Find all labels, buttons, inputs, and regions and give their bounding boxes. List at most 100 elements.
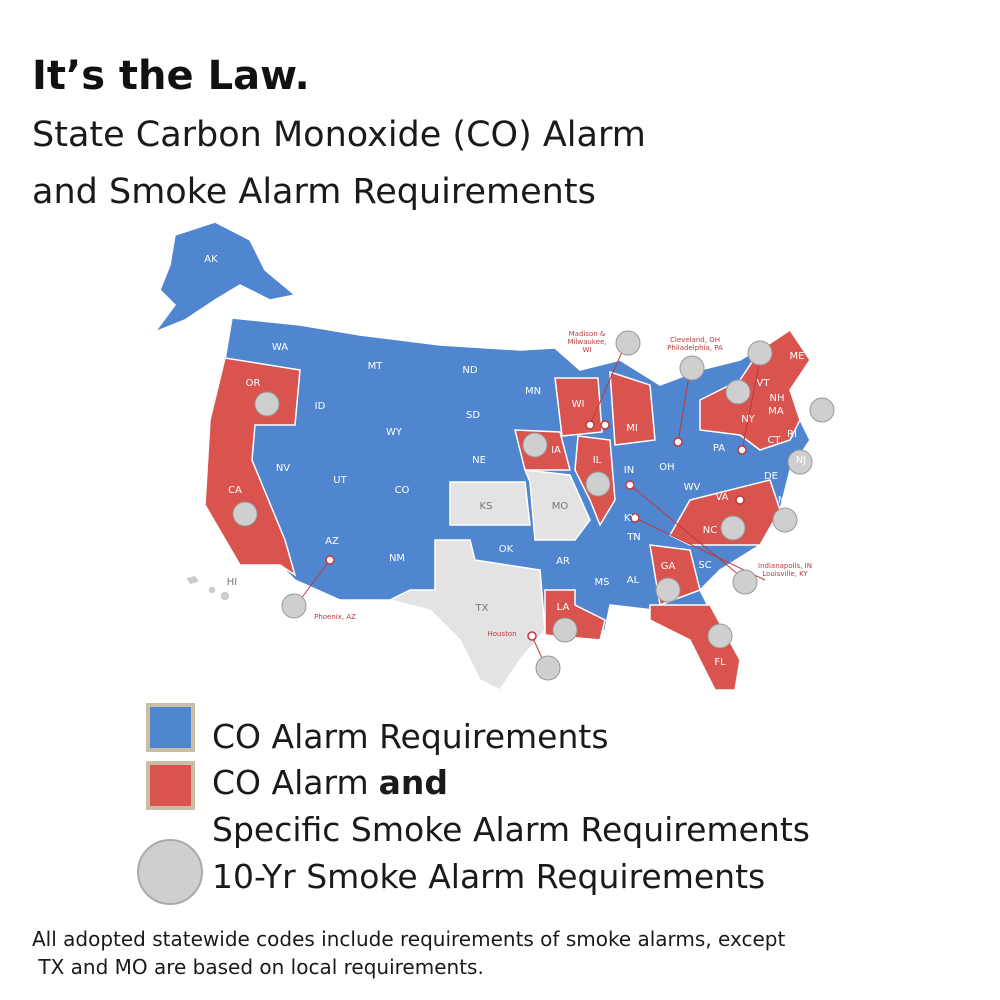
state-label: LA (557, 602, 570, 613)
alarm-icon (732, 569, 758, 595)
callout-line (741, 359, 761, 451)
alarm-icon (725, 379, 751, 405)
local-states (523, 469, 591, 541)
state-label: SC (698, 560, 711, 571)
alarm-icon (747, 340, 773, 366)
alarm-icon (655, 577, 681, 603)
state-label: OH (659, 462, 674, 473)
state-label: TX (475, 603, 489, 614)
callout-line (677, 369, 691, 443)
state-label: IN (624, 465, 634, 476)
state-label: NJ (796, 455, 806, 466)
state-label: OK (499, 544, 514, 555)
state-label: CO (395, 485, 410, 496)
state-label: ID (315, 401, 326, 412)
alaska (152, 221, 297, 334)
alarm-icon (615, 330, 641, 356)
city-note: Houston (487, 630, 516, 638)
alarm-icon (679, 355, 705, 381)
state-label: GA (661, 561, 676, 572)
city-note: Indianapolis, IN (758, 562, 812, 570)
legend-label: CO Alarm and (212, 763, 448, 802)
state-label: WI (572, 399, 585, 410)
state-label: SD (466, 410, 480, 421)
city-marker (735, 495, 745, 505)
alarm-icon (809, 397, 835, 423)
subtitle: and Smoke Alarm Requirements (32, 172, 596, 212)
city-marker (630, 513, 640, 523)
city-marker (600, 420, 610, 430)
state-label: ND (462, 365, 477, 376)
alarm-icon (535, 655, 561, 681)
state-label: AK (204, 254, 218, 265)
legend-label: 10-Yr Smoke Alarm Requirements (212, 857, 765, 896)
alarm-icon (585, 471, 611, 497)
state-label: WA (272, 342, 288, 353)
callout-line (629, 484, 746, 581)
alarm-icon (281, 593, 307, 619)
state-label: PA (713, 443, 725, 454)
footnote: TX and MO are based on local requirement… (32, 955, 484, 979)
state-label: MN (525, 386, 541, 397)
local-states (387, 539, 546, 691)
state-label: MT (368, 361, 384, 372)
state-label: CA (228, 485, 242, 496)
city-marker (673, 437, 683, 447)
state-label: VA (715, 492, 728, 503)
alarm-icon (232, 501, 258, 527)
state-label: NV (276, 463, 290, 474)
legend-label: CO Alarm (212, 763, 369, 802)
city-note: WI (583, 346, 592, 354)
legend-label: Specific Smoke Alarm Requirements (212, 810, 810, 849)
state-label: KS (480, 501, 493, 512)
state-label: MA (768, 406, 784, 417)
state-label: CT (767, 435, 781, 446)
state-label: NM (389, 553, 405, 564)
footnote: All adopted statewide codes include requ… (32, 927, 785, 951)
callout-line (299, 559, 331, 601)
callout-line (589, 344, 626, 426)
city-note: Phoenix, AZ (314, 613, 356, 621)
legend-label: and (379, 763, 448, 802)
city-marker (625, 480, 635, 490)
red-states (649, 604, 741, 691)
city-note: Louisville, KY (762, 570, 808, 578)
state-label: IA (551, 445, 561, 456)
state-label: AZ (325, 536, 339, 547)
alarm-icon (522, 432, 548, 458)
alarm-icon (787, 449, 813, 475)
city-marker (737, 445, 747, 455)
alarm-icon (552, 617, 578, 643)
legend-swatch (146, 703, 195, 752)
state-label: ME (790, 351, 805, 362)
alarm-icon (707, 623, 733, 649)
hawaii-island (207, 585, 217, 595)
alarm-icon (254, 391, 280, 417)
state-label: MS (595, 577, 610, 588)
state-label: VT (757, 378, 771, 389)
state-label: NY (741, 414, 755, 425)
state-label: MO (552, 501, 569, 512)
state-label: OR (246, 378, 261, 389)
state-label: AL (627, 575, 640, 586)
city-note: Cleveland, OH (670, 336, 720, 344)
city-marker (325, 555, 335, 565)
state-label: TN (626, 532, 641, 543)
city-marker (527, 631, 537, 641)
red-states (609, 370, 656, 446)
hawaii (183, 574, 202, 586)
state-label: MD (778, 495, 795, 506)
city-marker (585, 420, 595, 430)
state-label: NC (703, 525, 717, 536)
legend-swatch (146, 761, 195, 810)
state-label: AR (556, 556, 570, 567)
state-label: WY (386, 427, 403, 438)
state-label: NH (770, 393, 785, 404)
state-label: RI (787, 429, 797, 440)
city-note: Madison & (569, 330, 606, 338)
alarm-icon (772, 507, 798, 533)
state-label: MI (626, 423, 638, 434)
title: It’s the Law. (32, 53, 310, 99)
city-note: Philadelphia, PA (667, 344, 723, 352)
